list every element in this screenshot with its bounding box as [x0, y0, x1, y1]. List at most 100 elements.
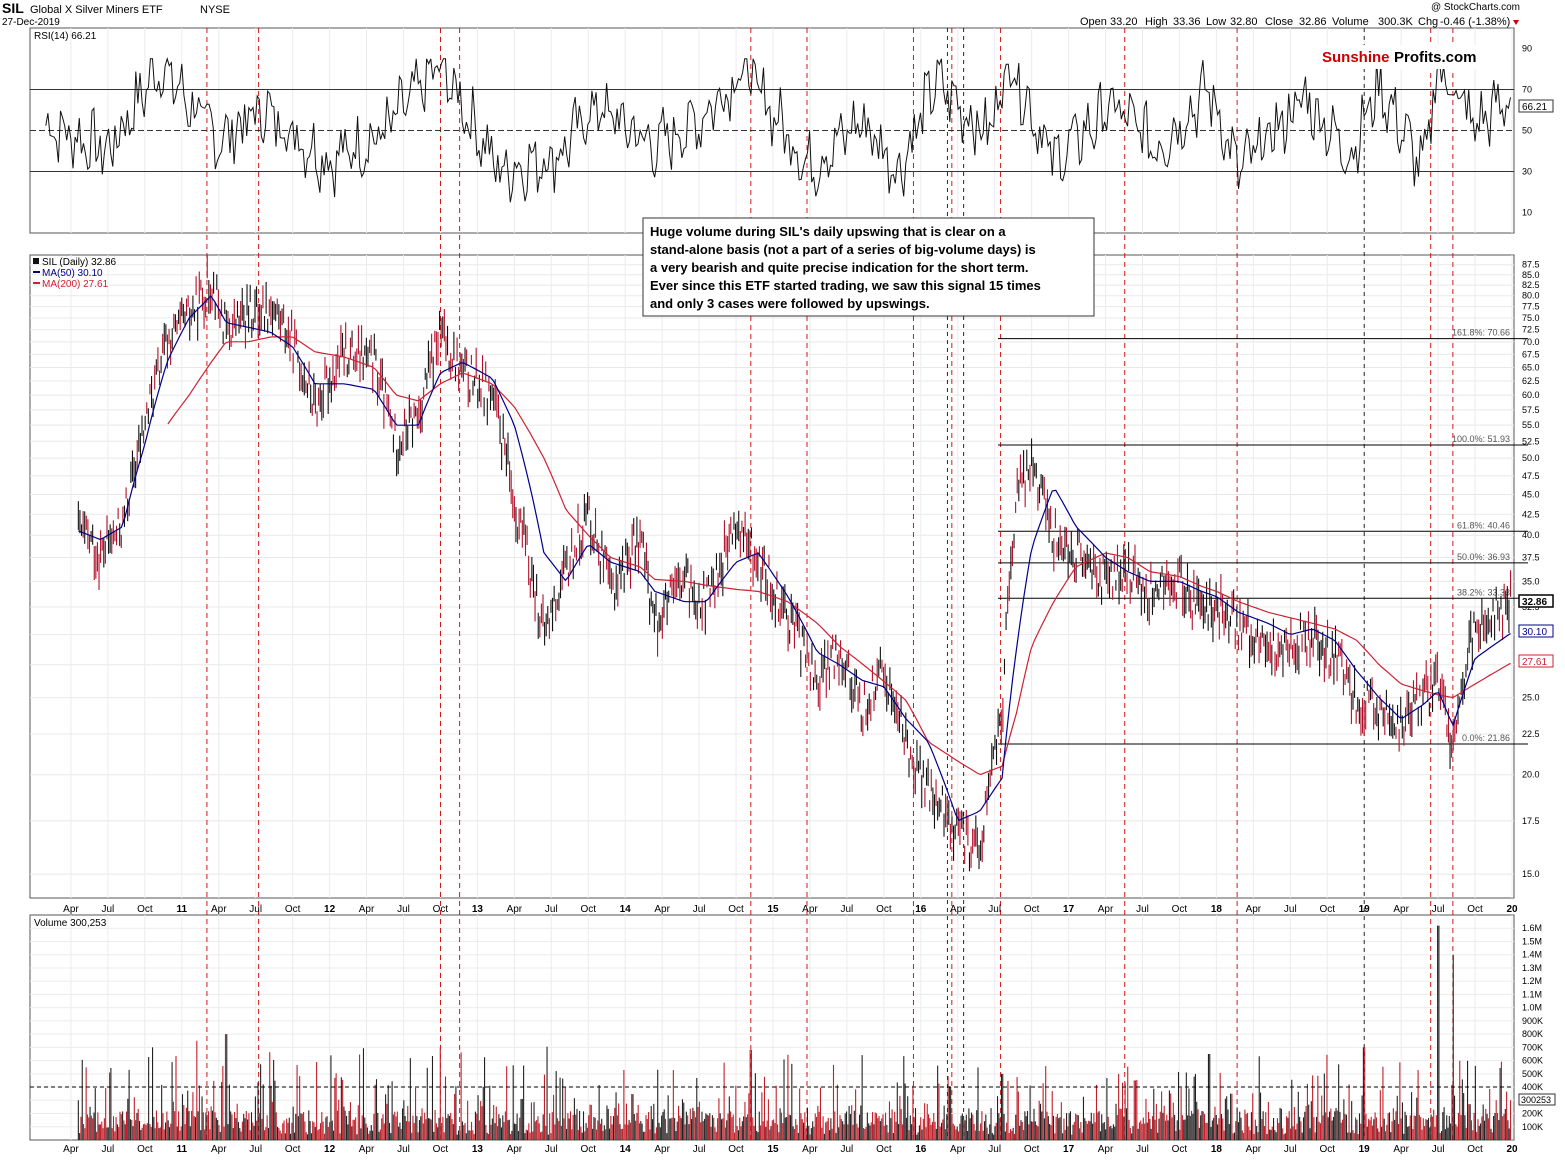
x-tick-label: Oct	[433, 904, 449, 915]
volume-tick-label: 1.4M	[1522, 950, 1542, 960]
price-tick-label: 42.5	[1522, 509, 1540, 519]
x-tick-label: Oct	[1319, 1144, 1335, 1155]
price-tick-label: 65.0	[1522, 362, 1540, 372]
volume-last-box	[1518, 1093, 1556, 1106]
x-tick-label: 16	[915, 1144, 927, 1155]
price-legend: SIL (Daily) 32.86 MA(50) 30.10 MA(200) 2…	[33, 257, 117, 290]
symbol: SIL	[2, 0, 24, 16]
quote-bar: Open 33.20 High 33.36 Low 32.80 Close 32…	[1080, 16, 1519, 28]
chg-value: -0.46 (-1.38%)	[1440, 16, 1510, 28]
volume-tick-label: 900K	[1522, 1016, 1543, 1026]
x-tick-label: Oct	[1024, 904, 1040, 915]
price-panel-frame	[29, 254, 1515, 899]
high-value: 33.36	[1173, 16, 1201, 28]
x-tick-label: 18	[1211, 1144, 1223, 1155]
price-tick-label: 47.5	[1522, 471, 1540, 481]
annotation-line-1: Huge volume during SIL's daily upswing t…	[650, 224, 1006, 239]
fib-level-label: 100.0%: 51.93	[1452, 434, 1510, 444]
x-tick-label: 11	[177, 1144, 188, 1155]
x-tick-label: Oct	[728, 1144, 744, 1155]
annotation-line-4: Ever since this ETF started trading, we …	[650, 278, 1041, 293]
x-axis-price: Apr Jul Oct 11 Apr Jul Oct 12 Apr Jul Oct 13 Apr Jul O…	[63, 904, 1518, 915]
x-tick-label: 20	[1506, 904, 1518, 915]
x-tick-label: Jul	[545, 1144, 558, 1155]
x-tick-label: Apr	[1393, 904, 1409, 915]
volume-panel: Volume 300,253 100K200K300K400K500K600K7…	[30, 918, 1556, 1140]
low-value: 32.80	[1230, 16, 1258, 28]
sunshine-profits-logo: Sunshine Profits.com	[1318, 45, 1496, 69]
x-tick-label: Jul	[1284, 904, 1297, 915]
ma50-marker-box	[1518, 624, 1554, 638]
x-tick-label: Apr	[211, 904, 227, 915]
x-tick-label: Jul	[1136, 904, 1149, 915]
x-tick-label: Apr	[1246, 904, 1262, 915]
volume-value: 300.3K	[1378, 16, 1414, 28]
x-tick-label: 13	[472, 1144, 484, 1155]
close-value: 32.86	[1299, 16, 1327, 28]
high-label: High	[1145, 16, 1168, 28]
price-tick-label: 62.5	[1522, 376, 1540, 386]
x-tick-label: Oct	[1319, 904, 1335, 915]
x-tick-label: Apr	[63, 904, 79, 915]
x-tick-label: Apr	[950, 904, 966, 915]
x-tick-label: Jul	[1432, 904, 1445, 915]
volume-legend: Volume 300,253	[34, 918, 107, 929]
price-legend-sil: SIL (Daily) 32.86	[42, 257, 117, 268]
x-tick-label: Jul	[249, 904, 262, 915]
rsi-tick-label: 90	[1522, 44, 1532, 54]
x-tick-label: Jul	[841, 1144, 854, 1155]
x-tick-label: Jul	[841, 904, 854, 915]
x-tick-label: Apr	[63, 1144, 79, 1155]
logo-profits: Profits.com	[1394, 49, 1477, 66]
rsi-tick-label: 50	[1522, 126, 1532, 136]
volume-tick-label: 1.0M	[1522, 1003, 1542, 1013]
rsi-tick-label: 10	[1522, 208, 1532, 218]
x-tick-label: Apr	[802, 1144, 818, 1155]
low-label: Low	[1206, 16, 1226, 28]
volume-tick-label: 200K	[1522, 1109, 1543, 1119]
ma200-marker-box	[1518, 654, 1554, 668]
price-tick-label: 57.5	[1522, 405, 1540, 415]
x-tick-label: Apr	[654, 904, 670, 915]
price-tick-label: 35.0	[1522, 576, 1540, 586]
price-tick-label: 37.5	[1522, 553, 1540, 563]
x-tick-label: Jul	[545, 904, 558, 915]
price-tick-label: 15.0	[1522, 869, 1540, 879]
rsi-last-value: 66.21	[1522, 102, 1547, 113]
open-value: 33.20	[1110, 16, 1138, 28]
x-tick-label: Jul	[988, 904, 1001, 915]
price-tick-label: 50.0	[1522, 453, 1540, 463]
ma200-line	[167, 336, 1511, 776]
x-tick-label: Apr	[507, 904, 523, 915]
price-tick-label: 52.5	[1522, 436, 1540, 446]
x-tick-label: 14	[620, 904, 632, 915]
volume-last-value: 300253	[1521, 1095, 1551, 1105]
x-tick-label: Oct	[137, 904, 153, 915]
volume-tick-label: 400K	[1522, 1082, 1543, 1092]
ma200-marker-value: 27.61	[1522, 657, 1547, 668]
x-tick-label: Oct	[285, 904, 301, 915]
x-tick-label: 20	[1506, 1144, 1518, 1155]
x-axis-volume: Apr Jul Oct 11 Apr Jul Oct 12 Apr Jul Oct 13 Apr Jul O…	[63, 1144, 1518, 1155]
x-tick-label: 11	[177, 904, 188, 915]
price-tick-label: 70.0	[1522, 337, 1540, 347]
price-tick-label: 17.5	[1522, 816, 1540, 826]
ma50-line	[78, 295, 1511, 822]
x-tick-label: Oct	[1172, 1144, 1188, 1155]
close-marker-value: 32.86	[1522, 597, 1547, 608]
rsi-panel: RSI(14) 66.21 10 30 50 70 90 66.21	[30, 31, 1554, 218]
x-tick-label: 17	[1063, 904, 1075, 915]
x-tick-label: Oct	[1024, 1144, 1040, 1155]
annotation-line-3: a very bearish and quite precise indicat…	[650, 260, 1029, 275]
price-markers: 32.86 30.10 27.61	[1518, 594, 1554, 668]
price-tick-label: 25.0	[1522, 693, 1540, 703]
chart-date: 27-Dec-2019	[2, 17, 60, 28]
price-tick-label: 20.0	[1522, 770, 1540, 780]
x-tick-label: Oct	[876, 904, 892, 915]
volume-tick-label: 500K	[1522, 1069, 1543, 1079]
x-tick-label: 19	[1359, 904, 1371, 915]
volume-tick-label: 1.2M	[1522, 976, 1542, 986]
fib-level-label: 0.0%: 21.86	[1462, 733, 1510, 743]
